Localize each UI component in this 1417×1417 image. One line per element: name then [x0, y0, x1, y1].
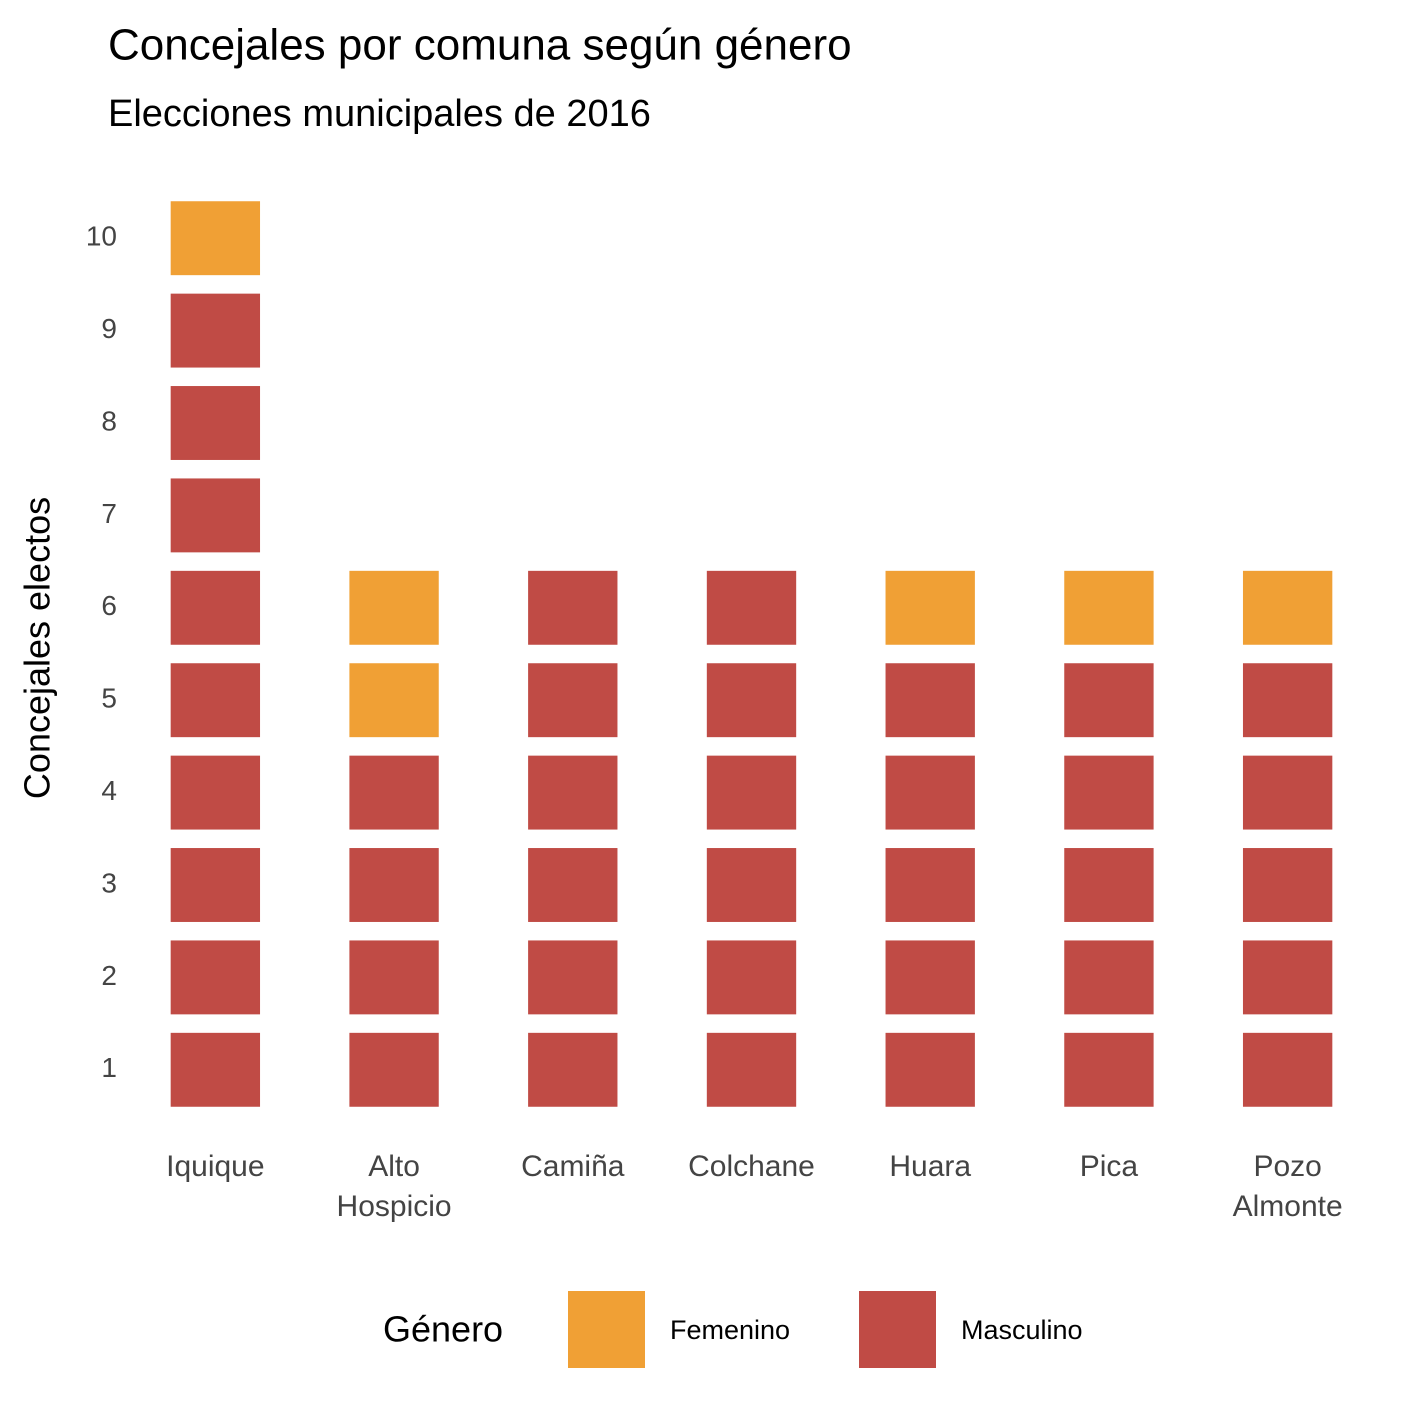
unit-square: [1242, 848, 1333, 922]
unit-square: [349, 848, 439, 922]
unit-square: [706, 663, 797, 738]
unit-square: [349, 940, 439, 1015]
unit-square: [706, 755, 797, 830]
y-tick-label: 1: [101, 1052, 117, 1083]
unit-square: [885, 1032, 975, 1107]
unit-square: [1064, 663, 1154, 738]
unit-square: [170, 848, 261, 922]
x-tick-label: Pozo Almonte: [1233, 1150, 1343, 1223]
unit-square: [1242, 663, 1333, 738]
x-tick-label: Pica: [1080, 1150, 1139, 1183]
unit-square: [706, 1032, 797, 1107]
legend-label: Femenino: [670, 1315, 790, 1345]
unit-square: [170, 940, 261, 1015]
x-tick-label: Iquique: [166, 1150, 264, 1183]
y-tick-label: 5: [101, 683, 117, 714]
unit-square: [885, 570, 975, 645]
unit-square: [1064, 755, 1154, 830]
legend-swatch: [568, 1291, 645, 1368]
unit-square: [170, 386, 261, 460]
unit-square: [528, 1032, 618, 1107]
unit-square: [349, 663, 439, 738]
unit-square: [1064, 570, 1154, 645]
x-tick-label: Alto Hospicio: [337, 1150, 452, 1223]
y-tick-label: 6: [101, 590, 117, 621]
unit-square: [170, 478, 261, 553]
x-tick-label: Colchane: [688, 1150, 815, 1183]
legend-swatch: [859, 1291, 936, 1368]
unit-square: [1064, 940, 1154, 1015]
unit-square: [170, 201, 261, 276]
y-tick-label: 8: [101, 405, 117, 436]
unit-square: [528, 570, 618, 645]
unit-square: [349, 1032, 439, 1107]
unit-square: [1242, 940, 1333, 1015]
y-tick-label: 4: [101, 775, 117, 806]
unit-square: [170, 293, 261, 368]
unit-square: [170, 755, 261, 830]
y-tick-label: 2: [101, 960, 117, 991]
unit-square: [170, 663, 261, 738]
unit-square: [1242, 755, 1333, 830]
legend-label: Masculino: [961, 1315, 1083, 1345]
unit-square: [706, 940, 797, 1015]
x-tick-label: Camiña: [521, 1150, 625, 1183]
y-tick-label: 10: [86, 221, 117, 252]
y-axis-label: Concejales electos: [17, 497, 58, 799]
unit-square: [170, 1032, 261, 1107]
unit-square: [349, 570, 439, 645]
unit-square: [349, 755, 439, 830]
unit-square: [1242, 570, 1333, 645]
unit-square: [528, 848, 618, 922]
unit-square: [170, 570, 261, 645]
unit-square: [706, 570, 797, 645]
legend-title: Género: [383, 1309, 503, 1350]
x-tick-label: Huara: [889, 1150, 971, 1183]
chart-title: Concejales por comuna según género: [108, 21, 852, 70]
unit-square: [528, 940, 618, 1015]
unit-square: [885, 755, 975, 830]
unit-square: [528, 755, 618, 830]
unit-square: [528, 663, 618, 738]
unit-square: [1064, 848, 1154, 922]
unit-square: [885, 663, 975, 738]
chart-subtitle: Elecciones municipales de 2016: [108, 93, 651, 135]
y-tick-label: 9: [101, 313, 117, 344]
unit-square: [706, 848, 797, 922]
y-tick-label: 7: [101, 498, 117, 529]
unit-square: [1064, 1032, 1154, 1107]
unit-square: [1242, 1032, 1333, 1107]
unit-square: [885, 848, 975, 922]
y-tick-label: 3: [101, 867, 117, 898]
unit-square: [885, 940, 975, 1015]
